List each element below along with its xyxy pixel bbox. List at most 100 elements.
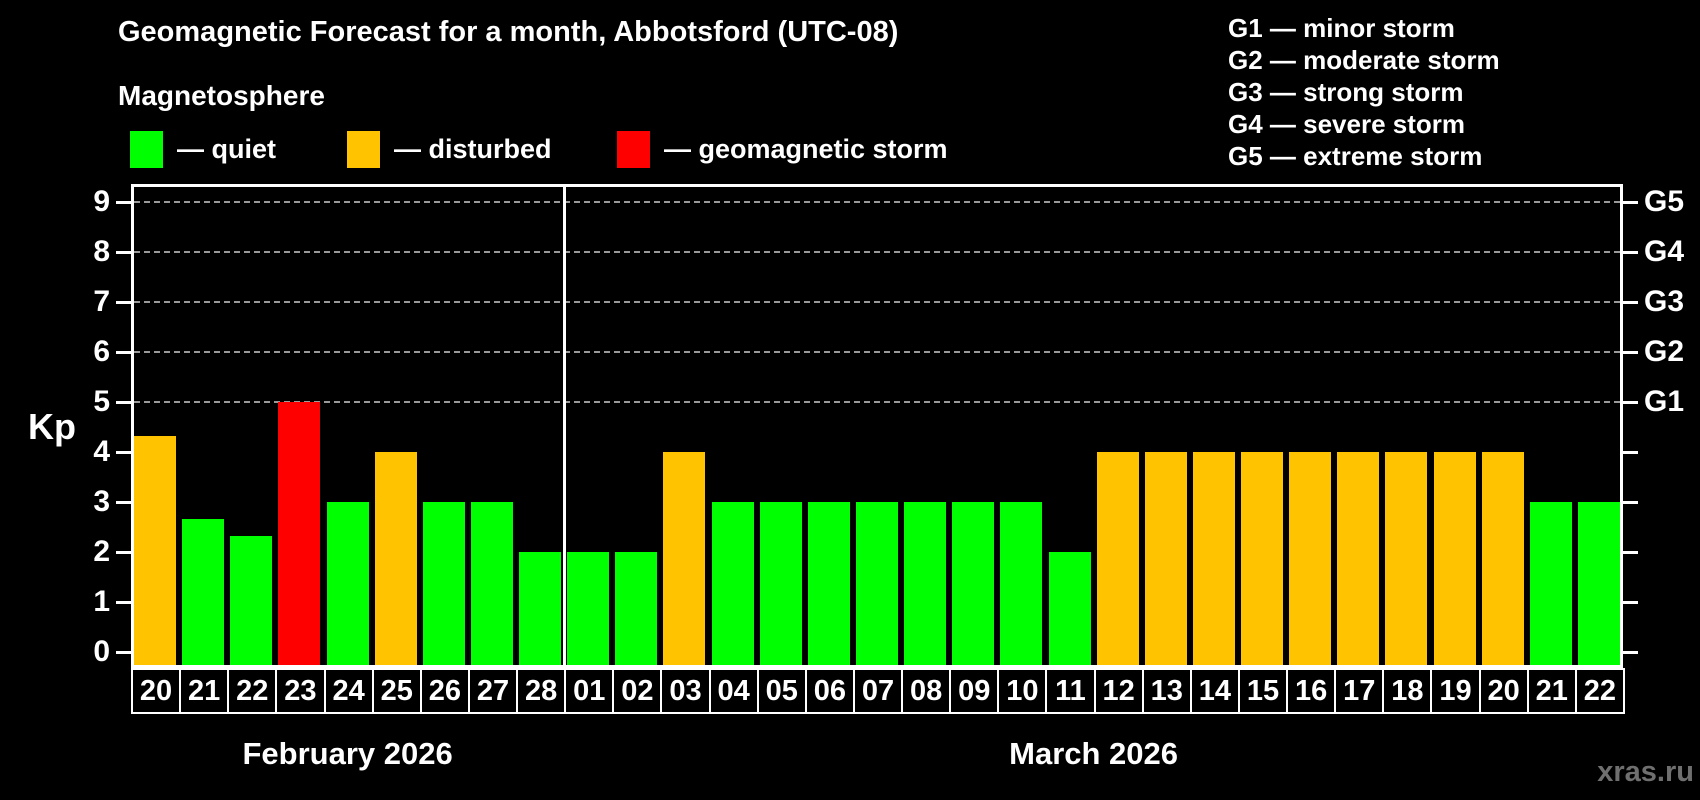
day-label-cell: 21	[1526, 668, 1577, 714]
quiet-color-swatch	[130, 130, 163, 168]
day-label-cell: 12	[1093, 668, 1144, 714]
watermark: xras.ru	[1597, 756, 1694, 788]
kp-bar	[711, 502, 754, 668]
g-level-label-G2: G2	[1644, 335, 1685, 368]
g1-legend-line: G1 — minor storm	[1228, 13, 1455, 43]
day-label-cell: 01	[564, 668, 615, 714]
day-label-cell: 22	[1574, 668, 1625, 714]
day-label-cell: 18	[1382, 668, 1433, 714]
day-label-cell: 27	[467, 668, 519, 714]
kp-tick-label-5: 5	[93, 385, 110, 418]
day-label-cell: 11	[1045, 668, 1096, 714]
kp-tick-label-8: 8	[93, 235, 110, 268]
g3-legend-line: G3 — strong storm	[1228, 77, 1464, 107]
day-label-cell: 24	[323, 668, 374, 714]
day-label-cell: 22	[227, 668, 278, 714]
kp-tick-left-1	[116, 600, 131, 604]
kp-tick-left-3	[116, 500, 131, 504]
kp-tick-left-9	[116, 200, 131, 204]
kp-bar	[1433, 452, 1476, 668]
kp-tick-left-4	[116, 450, 131, 454]
kp-bar	[807, 502, 850, 668]
day-label-cell: 13	[1141, 668, 1192, 714]
kp-bar	[182, 518, 225, 668]
month-separator-line	[562, 184, 566, 668]
kp-bar	[278, 402, 321, 668]
kp-tick-label-6: 6	[93, 335, 110, 368]
kp-gridline-5	[134, 401, 1620, 403]
day-label-cell: 26	[419, 668, 470, 714]
kp-bar	[1529, 502, 1572, 668]
day-label-cell: 05	[756, 668, 807, 714]
kp-bar	[1241, 452, 1284, 668]
month-label-1: March 2026	[1009, 736, 1179, 771]
g-scale-legend: G1 — minor storm G2 — moderate storm G3 …	[1228, 12, 1500, 172]
day-label-cell: 21	[179, 668, 230, 714]
day-label-cell: 02	[612, 668, 663, 714]
kp-tick-right-3	[1623, 500, 1638, 504]
day-label-cell: 08	[901, 668, 952, 714]
g-level-label-G5: G5	[1644, 185, 1685, 218]
day-label-cell: 16	[1286, 668, 1337, 714]
legend-label-quiet: — quiet	[177, 133, 276, 164]
kp-bar	[856, 502, 898, 668]
kp-bar	[567, 552, 610, 668]
kp-tick-label-3: 3	[93, 485, 110, 518]
kp-bar	[1048, 552, 1091, 668]
kp-bar	[470, 502, 513, 668]
g4-legend-line: G4 — severe storm	[1228, 109, 1466, 139]
day-label-cell: 19	[1430, 668, 1481, 714]
kp-tick-right-7	[1623, 300, 1638, 304]
kp-bar	[1192, 452, 1235, 668]
kp-tick-label-0: 0	[93, 635, 110, 668]
day-label-cell: 28	[516, 668, 567, 714]
kp-tick-left-0	[116, 650, 131, 654]
kp-tick-left-2	[116, 550, 131, 554]
kp-bar	[1289, 452, 1332, 668]
kp-bar	[952, 502, 995, 668]
legend-label-storm: — geomagnetic storm	[664, 133, 948, 164]
kp-bar	[1385, 452, 1428, 668]
kp-bar	[326, 502, 369, 668]
kp-bar	[374, 452, 417, 668]
kp-tick-right-5	[1623, 400, 1638, 404]
kp-bar	[1337, 452, 1380, 668]
kp-bar	[230, 535, 273, 668]
day-label-cell: 07	[852, 668, 904, 714]
day-label-cell: 06	[804, 668, 855, 714]
day-label-cell: 20	[1478, 668, 1529, 714]
kp-bar	[519, 552, 562, 668]
day-label-cell: 03	[660, 668, 711, 714]
kp-bar	[615, 552, 658, 668]
disturbed-color-swatch	[347, 130, 380, 168]
kp-tick-left-8	[116, 250, 131, 254]
kp-tick-left-5	[116, 400, 131, 404]
legend-item-quiet: — quiet	[130, 130, 276, 168]
day-axis-row: 20 21 22 23 24 25 26 27 28 01 02 03 04 05 06 07 08 09 10 11…	[131, 668, 1625, 716]
kp-tick-label-4: 4	[93, 435, 110, 468]
kp-axis-label: Kp	[28, 406, 76, 447]
day-label-cell: 23	[275, 668, 326, 714]
day-label-cell: 15	[1237, 668, 1289, 714]
g-level-label-G1: G1	[1644, 385, 1685, 418]
kp-gridline-9	[134, 201, 1620, 203]
legend-label-disturbed: — disturbed	[394, 133, 552, 164]
kp-tick-right-1	[1623, 600, 1638, 604]
legend-item-storm: — geomagnetic storm	[617, 130, 948, 168]
kp-gridline-8	[134, 251, 1620, 253]
kp-bar	[663, 452, 706, 668]
day-label-cell: 14	[1189, 668, 1240, 714]
day-label-cell: 25	[371, 668, 422, 714]
kp-tick-right-8	[1623, 250, 1638, 254]
day-label-cell: 04	[708, 668, 759, 714]
kp-bar	[1096, 452, 1139, 668]
kp-bar	[1481, 452, 1524, 668]
day-label-cell: 10	[997, 668, 1048, 714]
chart-title: Geomagnetic Forecast for a month, Abbots…	[118, 16, 899, 48]
month-label-0: February 2026	[242, 736, 453, 771]
chart-subtitle: Magnetosphere	[118, 80, 325, 111]
kp-tick-right-9	[1623, 200, 1638, 204]
kp-tick-right-2	[1623, 550, 1638, 554]
kp-bar	[1577, 502, 1620, 668]
